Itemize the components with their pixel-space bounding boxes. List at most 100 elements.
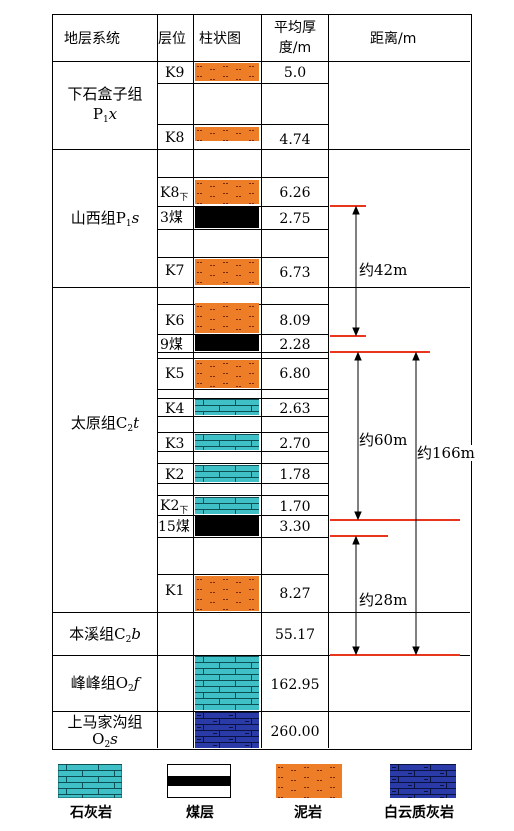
- layer-label-k6: K6: [165, 313, 185, 329]
- thickness-k7: 6.73: [279, 265, 311, 281]
- boundary-shanxi: [52, 287, 470, 288]
- thickness-k4: 2.63: [279, 401, 311, 417]
- layer-label-k8x: K8下: [160, 185, 189, 203]
- col-sep-2: [193, 14, 194, 748]
- thickness-k3: 2.70: [279, 436, 311, 452]
- legend-swatch-mudstone: [276, 764, 342, 798]
- boundary-benxi: [52, 655, 470, 656]
- lith-coal9: [195, 335, 259, 351]
- thickness-k9: 5.0: [283, 65, 307, 81]
- layer-label-k5: K5: [165, 366, 185, 382]
- header-distance: 距离/m: [370, 31, 417, 47]
- lith-majiagou-dolomite: [195, 712, 259, 748]
- legend-swatch-coal: [167, 764, 231, 798]
- layer-label-k3: K3: [165, 436, 185, 452]
- row-line: [157, 515, 328, 516]
- layer-label-k4: K4: [165, 401, 185, 417]
- row-line: [157, 229, 328, 230]
- distance-label-42: 约42m: [359, 261, 408, 279]
- layer-label-k2: K2: [165, 467, 185, 483]
- row-line: [157, 389, 328, 390]
- row-line: [157, 334, 328, 335]
- boundary-taiyuan: [52, 612, 470, 613]
- layer-label-k8: K8: [165, 130, 185, 146]
- thickness-k2x: 1.70: [279, 499, 311, 515]
- formation-taiyuan: 太原组C2t: [70, 414, 140, 434]
- row-line: [157, 463, 328, 464]
- formation-xiashihezi: 下石盒子组: [67, 85, 143, 103]
- row-line: [157, 206, 328, 207]
- col-sep-1: [157, 14, 158, 748]
- legend-label-dolomite: 白云质灰岩: [384, 805, 454, 821]
- distance-label-60: 约60m: [359, 431, 408, 449]
- lith-k2x-limestone: [195, 497, 259, 514]
- layer-label-k2x: K2下: [160, 498, 189, 516]
- row-line: [157, 574, 328, 575]
- lith-coal3: [195, 207, 259, 228]
- lith-fengfeng-limestone: [195, 656, 259, 710]
- distance-label-28: 约28m: [359, 591, 408, 609]
- distance-label-166: 约166m: [417, 444, 475, 462]
- header-thickness-1: 平均厚: [274, 20, 316, 36]
- lith-k7-mudstone: [195, 259, 259, 285]
- header-stratum: 地层系统: [64, 31, 120, 47]
- boundary-fengfeng: [52, 711, 470, 712]
- thickness-k2: 1.78: [279, 467, 311, 483]
- thickness-benxi: 55.17: [274, 627, 316, 643]
- row-line: [157, 537, 328, 538]
- formation-fengfeng: 峰峰组O2f: [70, 674, 140, 694]
- lith-k6-mudstone: [195, 303, 259, 333]
- lith-k5-mudstone: [195, 360, 259, 388]
- row-line: [157, 398, 328, 399]
- thickness-coal3: 2.75: [279, 211, 311, 227]
- row-line: [157, 416, 328, 417]
- legend-swatch-limestone: [58, 764, 122, 798]
- lith-k8-mudstone: [195, 127, 259, 141]
- layer-label-coal3: 3煤: [160, 210, 183, 226]
- thickness-k5: 6.80: [279, 366, 311, 382]
- thickness-coal15: 3.30: [279, 519, 311, 535]
- layer-label-k1: K1: [165, 583, 185, 599]
- layer-label-coal9: 9煤: [160, 337, 183, 353]
- row-line: [157, 451, 328, 452]
- row-line: [157, 257, 328, 258]
- thickness-k8: 4.74: [279, 132, 311, 148]
- legend-swatch-dolomite: [390, 764, 456, 798]
- row-line: [157, 358, 328, 359]
- formation-xiashihezi-code: P1x: [92, 105, 118, 125]
- layer-label-coal15: 15煤: [158, 519, 190, 535]
- lith-k3-limestone: [195, 434, 259, 450]
- boundary-xiashihezi: [52, 149, 470, 150]
- header-layer: 层位: [158, 31, 186, 47]
- formation-shanxi: 山西组P1s: [70, 209, 140, 229]
- formation-benxi: 本溪组C2b: [69, 625, 141, 645]
- layer-label-k9: K9: [165, 65, 185, 81]
- header-rule: [52, 61, 470, 62]
- row-line: [157, 177, 328, 178]
- legend-label-coal: 煤层: [186, 805, 214, 821]
- lith-k1-mudstone: [195, 576, 259, 611]
- row-line: [157, 495, 328, 496]
- lith-k9-mudstone: [195, 63, 259, 81]
- table-frame: [52, 14, 472, 750]
- row-line: [157, 432, 328, 433]
- row-line: [157, 83, 328, 84]
- col-sep-4: [328, 14, 329, 748]
- legend-label-limestone: 石灰岩: [70, 805, 112, 821]
- thickness-fengfeng: 162.95: [270, 677, 320, 693]
- formation-shangmajiagou-code: O2s: [92, 730, 118, 750]
- lith-coal15: [195, 516, 259, 536]
- header-column: 柱状图: [199, 31, 241, 47]
- thickness-k1: 8.27: [279, 586, 311, 602]
- thickness-majiagou: 260.00: [270, 724, 320, 740]
- col-sep-3: [261, 14, 262, 748]
- thickness-coal9: 2.28: [279, 337, 311, 353]
- distance-annotations: [330, 205, 460, 656]
- thickness-k8x: 6.26: [279, 185, 311, 201]
- header-thickness-2: 度/m: [278, 40, 312, 56]
- row-line: [157, 124, 328, 125]
- lith-k4-limestone: [195, 399, 259, 415]
- legend-label-mudstone: 泥岩: [294, 805, 322, 821]
- thickness-k6: 8.09: [279, 313, 311, 329]
- layer-label-k7: K7: [165, 263, 185, 279]
